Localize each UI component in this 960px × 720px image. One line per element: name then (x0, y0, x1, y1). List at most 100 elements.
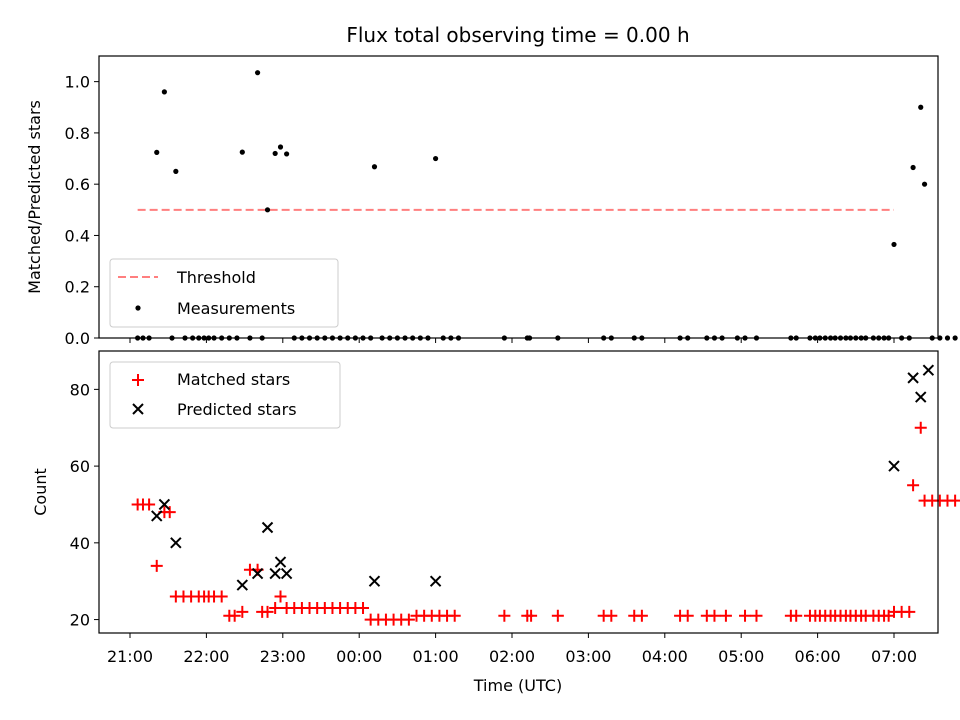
matched-stars-point (635, 609, 648, 622)
measurement-point (277, 144, 284, 150)
measurements-legend-label: Measurements (177, 299, 295, 318)
count-points (131, 364, 960, 626)
counts-legend-box (109, 361, 341, 429)
x-tick-label: 00:00 (336, 647, 382, 666)
y-tick-label: 80 (70, 380, 90, 399)
counts-legend: Matched stars Predicted stars (109, 361, 341, 429)
ratio-legend: Threshold Measurements (109, 258, 339, 328)
x-tick-label: 07:00 (871, 647, 917, 666)
measurement-point (944, 335, 951, 341)
y-tick-label: 0.4 (65, 226, 90, 245)
matched-legend-marker (132, 374, 144, 386)
matched-stars-point (907, 479, 920, 492)
matched-stars-point (790, 609, 803, 622)
ratio-y-axis-label: Matched/Predicted stars (25, 100, 44, 294)
measurement-point (921, 181, 928, 187)
measurement-point (173, 168, 179, 174)
y-tick-label: 40 (70, 534, 90, 553)
y-tick-label: 20 (70, 611, 90, 630)
measurement-point (284, 151, 290, 157)
matched-stars-point (739, 609, 752, 622)
matched-stars-point (269, 602, 282, 615)
predicted-stars-point (429, 575, 442, 587)
ratio-plot-frame (98, 55, 939, 339)
measurement-point (952, 335, 958, 341)
x-tick-label: 23:00 (260, 647, 306, 666)
y-tick-label: 0.2 (65, 278, 90, 297)
ratio-x-ticks (129, 338, 895, 343)
matched-stars-point (143, 498, 156, 511)
counts-panel: Count 20 40 60 80 21:00 22:00 23:00 00:00 01:00… (31, 350, 960, 666)
predicted-stars-point (922, 364, 935, 376)
ratio-panel: Matched/Predicted stars 0.0 0.2 0.4 0.6 0.8 1… (25, 55, 958, 348)
measurement-point (371, 164, 378, 170)
y-tick-label: 0.6 (65, 175, 90, 194)
counts-x-ticks: 21:00 22:00 23:00 00:00 01:00 02:00 03:00 04:00… (107, 633, 917, 666)
matched-stars-point (681, 609, 694, 622)
measurement-point (918, 104, 924, 110)
x-tick-label: 06:00 (795, 647, 841, 666)
matched-stars-point (228, 609, 241, 622)
predicted-stars-point (368, 575, 381, 587)
measurement-point (910, 164, 916, 171)
matched-stars-point (402, 613, 415, 626)
ratio-y-ticks: 0.0 0.2 0.4 0.6 0.8 1.0 (65, 73, 99, 348)
x-tick-label: 05:00 (718, 647, 764, 666)
x-tick-label: 22:00 (183, 647, 229, 666)
matched-stars-point (750, 609, 763, 622)
predicted-stars-point (280, 567, 293, 580)
matched-stars-point (150, 559, 163, 572)
matched-stars-point (949, 494, 960, 507)
matched-stars-point (274, 590, 287, 603)
matched-stars-point (448, 609, 461, 622)
measurement-point (239, 149, 245, 155)
y-tick-label: 60 (70, 457, 90, 476)
matched-stars-point (605, 609, 618, 622)
matched-stars-point (551, 609, 564, 622)
measurements-legend-marker (135, 305, 141, 311)
matched-stars-point (236, 605, 249, 618)
counts-y-axis-label: Count (31, 468, 50, 516)
matched-stars-point (215, 590, 228, 603)
y-tick-label: 1.0 (65, 73, 90, 92)
predicted-stars-point (269, 567, 281, 580)
matched-stars-point (163, 506, 176, 519)
predicted-stars-point (274, 556, 287, 568)
predicted-legend-label: Predicted stars (177, 400, 297, 419)
matched-stars-point (357, 602, 370, 615)
predicted-stars-point (151, 510, 163, 522)
measurement-point (161, 89, 167, 95)
chart-title: Flux total observing time = 0.00 h (346, 23, 689, 47)
matched-stars-point (708, 609, 721, 622)
counts-y-ticks: 20 40 60 80 (70, 380, 99, 630)
ratio-legend-box (109, 258, 339, 328)
counts-plot-frame (98, 350, 939, 634)
matched-stars-point (903, 605, 916, 618)
measurement-point (154, 149, 160, 155)
x-axis-label: Time (UTC) (473, 676, 562, 695)
predicted-stars-point (261, 521, 274, 534)
predicted-stars-point (888, 460, 900, 472)
predicted-stars-point (907, 372, 919, 384)
measurement-point (272, 150, 278, 157)
predicted-stars-point (251, 567, 264, 580)
measurement-point (254, 70, 261, 76)
predicted-legend-marker (132, 403, 144, 415)
x-tick-label: 21:00 (107, 647, 153, 666)
matched-stars-point (261, 605, 274, 618)
threshold-legend-label: Threshold (176, 268, 256, 287)
predicted-stars-point (170, 537, 182, 549)
measurement-point (264, 207, 271, 213)
measurement-point (891, 241, 897, 248)
matched-stars-point (525, 609, 538, 622)
y-tick-label: 0.0 (65, 329, 90, 348)
matched-stars-point (719, 609, 732, 622)
matched-stars-point (914, 421, 927, 434)
measurement-point (433, 155, 439, 162)
x-tick-label: 02:00 (489, 647, 535, 666)
x-tick-label: 03:00 (565, 647, 611, 666)
x-tick-label: 04:00 (642, 647, 688, 666)
x-tick-label: 01:00 (413, 647, 459, 666)
y-tick-label: 0.8 (65, 124, 90, 143)
predicted-stars-point (915, 391, 927, 403)
